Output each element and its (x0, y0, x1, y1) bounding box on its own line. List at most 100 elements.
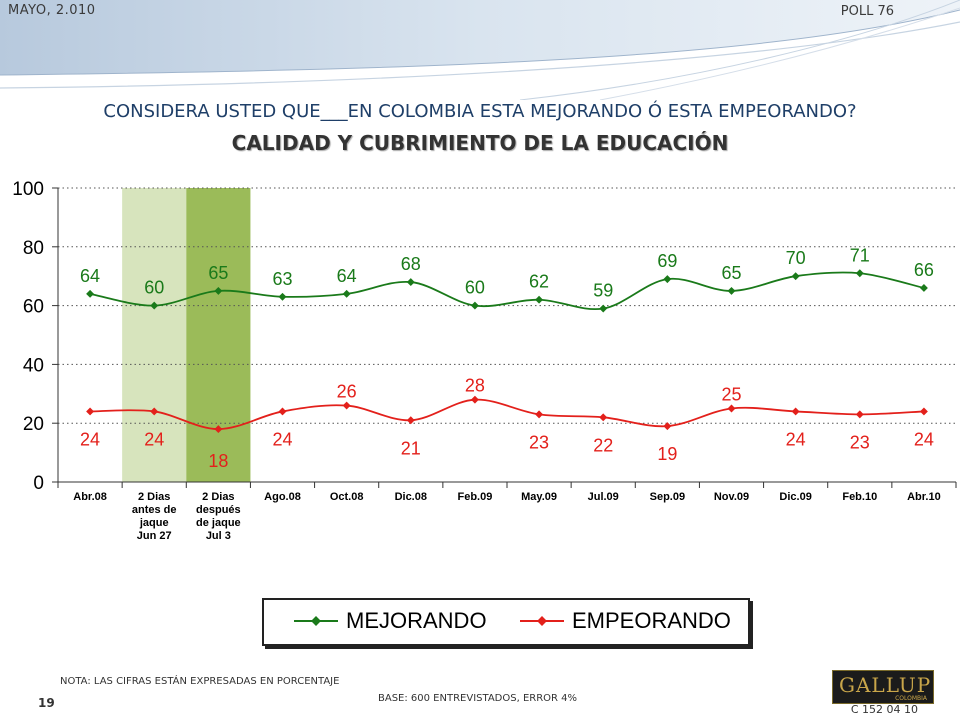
series-line-mejorando (89, 271, 925, 311)
data-label: 24 (786, 429, 806, 449)
legend-item-mejorando: MEJORANDO (294, 608, 487, 634)
sample-base: BASE: 600 ENTREVISTADOS, ERROR 4% (378, 693, 578, 704)
data-label: 68 (401, 254, 421, 274)
data-point (855, 269, 864, 278)
x-tick-label: Oct.08 (330, 491, 364, 503)
data-label: 21 (401, 438, 421, 458)
data-label: 64 (337, 266, 357, 286)
data-point (663, 422, 672, 431)
legend-item-empeorando: EMPEORANDO (520, 608, 731, 634)
data-point (855, 410, 864, 419)
data-point (663, 275, 672, 284)
data-label: 23 (850, 432, 870, 452)
data-point (791, 407, 800, 416)
data-point (278, 407, 287, 416)
data-label: 59 (593, 281, 613, 301)
x-tick-label: Feb.10 (842, 491, 877, 503)
x-tick-label: Nov.09 (714, 491, 749, 503)
data-point (214, 425, 223, 434)
data-label: 71 (850, 245, 870, 265)
data-point (342, 401, 351, 410)
legend-swatch-empeorando (520, 616, 564, 626)
data-point (727, 404, 736, 413)
data-label: 25 (721, 385, 741, 405)
data-label: 66 (914, 260, 934, 280)
data-point (727, 286, 736, 295)
data-label: 19 (657, 444, 677, 464)
data-label: 24 (80, 429, 100, 449)
data-label: 62 (529, 272, 549, 292)
data-point (214, 286, 223, 295)
data-point (535, 295, 544, 304)
data-label: 69 (657, 251, 677, 271)
y-tick-label: 0 (33, 473, 44, 494)
data-label: 60 (144, 278, 164, 298)
data-point (342, 289, 351, 298)
x-tick-label: Jul.09 (588, 491, 619, 503)
data-label: 63 (272, 269, 292, 289)
data-point (150, 301, 159, 310)
data-label: 24 (144, 429, 164, 449)
data-label: 64 (80, 266, 100, 286)
data-point (86, 407, 95, 416)
legend-swatch-mejorando (294, 616, 338, 626)
x-tick-label: Feb.09 (457, 491, 492, 503)
y-tick-label: 100 (12, 179, 44, 200)
x-tick-label: Ago.08 (264, 491, 301, 503)
data-label: 60 (465, 278, 485, 298)
data-point (919, 407, 928, 416)
data-point (86, 289, 95, 298)
y-tick-label: 80 (23, 238, 44, 259)
highlight-column (122, 188, 187, 482)
chart-subtitle: CALIDAD Y CUBRIMIENTO DE LA EDUCACIÓN (231, 131, 729, 155)
header-date: MAYO, 2.010 (8, 3, 96, 18)
y-tick-label: 40 (23, 355, 44, 376)
data-point (406, 416, 415, 425)
data-point (919, 284, 928, 292)
data-label: 26 (337, 382, 357, 402)
data-point (406, 278, 415, 287)
footnote: NOTA: LAS CIFRAS ESTÁN EXPRESADAS EN POR… (60, 676, 340, 687)
line-chart: 0 20 40 60 80 100 Abr.08 2 Dias antes de jaque Jun… (12, 179, 957, 542)
data-point (599, 413, 608, 422)
data-label: 23 (529, 432, 549, 452)
data-point (278, 292, 287, 301)
x-tick-label: Dic.09 (779, 491, 811, 503)
data-label: 65 (721, 263, 741, 283)
data-point (150, 407, 159, 416)
page-number: 19 (38, 696, 55, 710)
data-point (599, 304, 608, 313)
series-line-empeorando (90, 398, 924, 430)
data-point (791, 272, 800, 281)
x-tick-label: 2 Dias antes de jaque Jun 27 (132, 491, 177, 542)
logo-text: GALLUP (839, 673, 932, 697)
logo-subtext: COLOMBIA (895, 695, 927, 702)
legend-label-mejorando: MEJORANDO (346, 608, 487, 633)
y-tick-label: 60 (23, 297, 44, 318)
x-tick-label: 2 Dias después de jaque Jul 3 (196, 491, 241, 542)
data-label: 65 (208, 263, 228, 283)
data-label: 28 (465, 376, 485, 396)
data-label: 24 (272, 429, 292, 449)
x-tick-label: Dic.08 (395, 491, 427, 503)
chart-legend: MEJORANDO EMPEORANDO (262, 598, 750, 646)
data-point (470, 395, 479, 404)
data-label: 22 (593, 435, 613, 455)
header-swoosh (0, 0, 960, 100)
data-point (535, 410, 544, 419)
data-label: 24 (914, 429, 934, 449)
gallup-logo: GALLUP COLOMBIA (832, 670, 934, 704)
document-code: C 152 04 10 (850, 703, 918, 716)
data-point (470, 301, 479, 310)
question-title: CONSIDERA USTED QUE___EN COLOMBIA ESTA M… (103, 101, 857, 122)
header-poll: POLL 76 (840, 4, 894, 19)
data-label: 18 (208, 451, 228, 471)
y-tick-label: 20 (23, 414, 44, 435)
x-tick-label: Abr.08 (73, 491, 107, 503)
x-tick-label: Sep.09 (650, 491, 685, 503)
x-tick-label: Abr.10 (907, 491, 941, 503)
data-label: 70 (786, 248, 806, 268)
highlight-column (186, 188, 251, 482)
legend-label-empeorando: EMPEORANDO (572, 608, 731, 633)
x-tick-label: May.09 (521, 491, 557, 503)
